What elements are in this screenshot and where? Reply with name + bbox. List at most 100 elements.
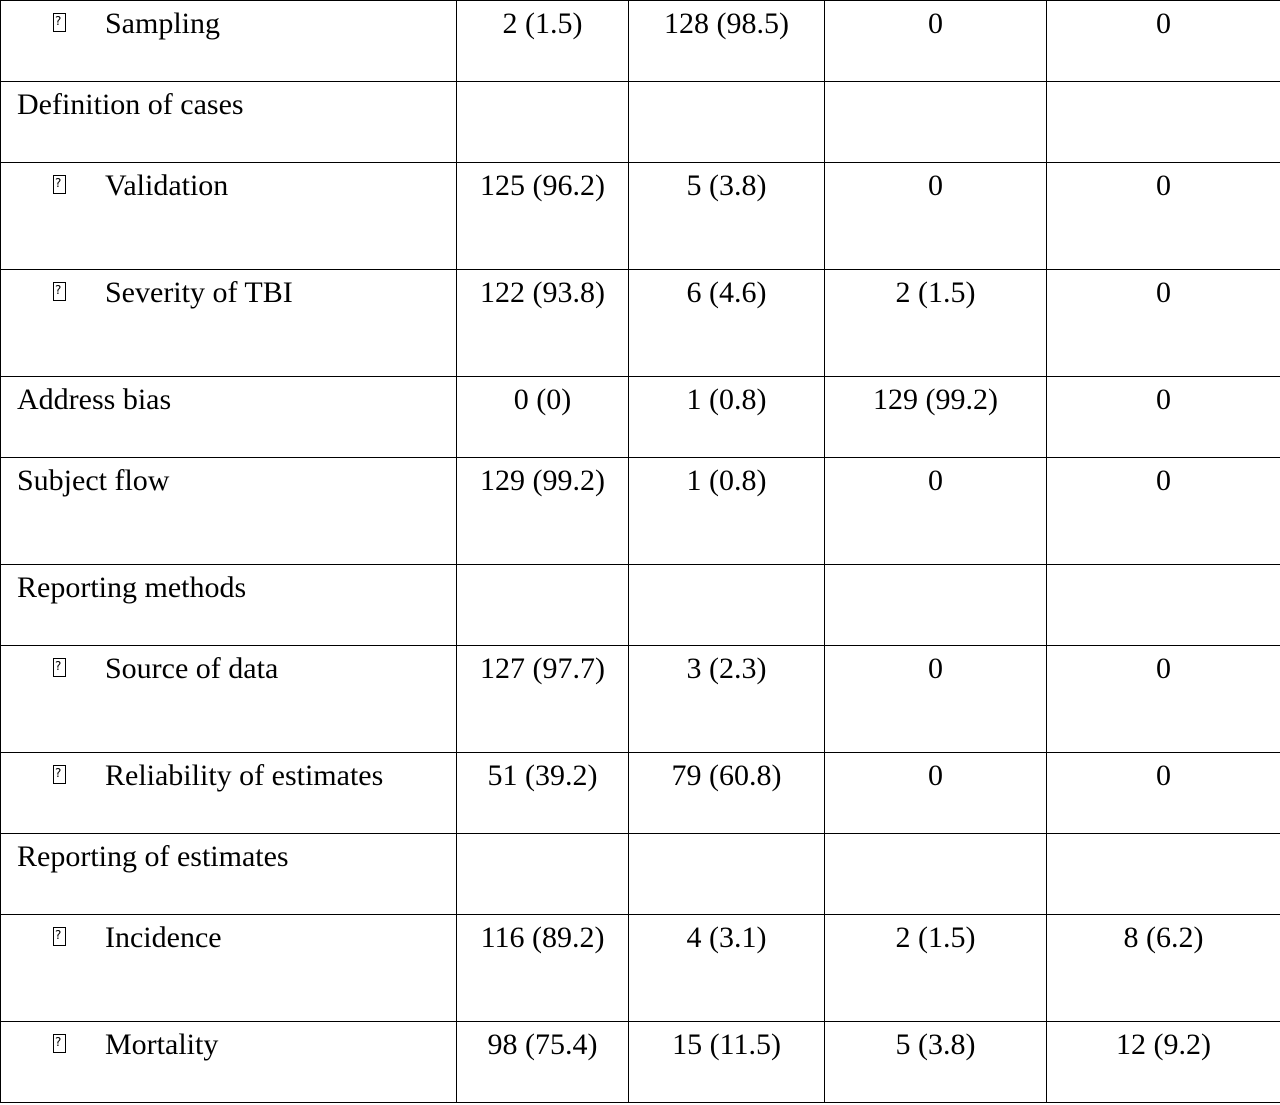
value-cell	[456, 833, 629, 915]
table-row: Severity of TBI 122 (93.8)6 (4.6)2 (1.5)0	[0, 269, 1280, 377]
value-cell: 5 (3.8)	[628, 162, 825, 270]
value-cell: 116 (89.2)	[456, 914, 629, 1022]
row-label-cell: Incidence	[0, 914, 457, 1022]
value-cell	[456, 81, 629, 163]
value-cell: 0	[824, 0, 1047, 82]
value-cell: 0	[1046, 457, 1280, 565]
value-cell: 0	[824, 752, 1047, 834]
value-cell: 8 (6.2)	[1046, 914, 1280, 1022]
value-cell: 3 (2.3)	[628, 645, 825, 753]
value-cell: 2 (1.5)	[456, 0, 629, 82]
value-cell	[1046, 833, 1280, 915]
sub-item-label: Sampling	[2, 7, 456, 41]
row-label-text: Incidence	[105, 921, 222, 954]
table-row: Incidence 116 (89.2)4 (3.1)2 (1.5)8 (6.2)	[0, 914, 1280, 1022]
missing-glyph-box-icon	[2, 1028, 106, 1062]
row-label-cell: Reporting methods	[0, 564, 457, 646]
missing-glyph-box-icon	[53, 764, 66, 784]
row-label-text: Sampling	[105, 7, 221, 40]
value-cell: 5 (3.8)	[824, 1021, 1047, 1103]
row-label-text: Source of data	[105, 652, 279, 685]
value-cell	[824, 81, 1047, 163]
missing-glyph-box-icon	[53, 12, 66, 32]
value-cell	[628, 564, 825, 646]
value-cell	[824, 564, 1047, 646]
row-label-text: Definition of cases	[17, 88, 244, 121]
value-cell	[456, 564, 629, 646]
missing-glyph-box-icon	[2, 7, 106, 41]
value-cell: 0	[824, 645, 1047, 753]
value-cell	[628, 833, 825, 915]
missing-glyph-box-icon	[2, 921, 106, 955]
row-label-text: Subject flow	[17, 464, 170, 497]
sub-item-label: Validation	[2, 169, 456, 203]
table-row: Definition of cases	[0, 81, 1280, 163]
value-cell: 79 (60.8)	[628, 752, 825, 834]
table-row: Reliability of estimates 51 (39.2)79 (60.…	[0, 752, 1280, 834]
value-cell: 0	[1046, 269, 1280, 377]
row-label-cell: Subject flow	[0, 457, 457, 565]
table-row: Reporting methods	[0, 564, 1280, 646]
row-label-text: Mortality	[105, 1028, 219, 1061]
value-cell: 2 (1.5)	[824, 914, 1047, 1022]
missing-glyph-box-icon	[2, 276, 106, 310]
value-cell: 122 (93.8)	[456, 269, 629, 377]
value-cell: 15 (11.5)	[628, 1021, 825, 1103]
row-label-cell: Validation	[0, 162, 457, 270]
value-cell: 12 (9.2)	[1046, 1021, 1280, 1103]
value-cell: 0	[824, 162, 1047, 270]
value-cell	[824, 833, 1047, 915]
value-cell: 6 (4.6)	[628, 269, 825, 377]
missing-glyph-box-icon	[53, 926, 66, 946]
row-label-cell: Mortality	[0, 1021, 457, 1103]
table-row: Subject flow 129 (99.2) 1 (0.8) 0 0	[0, 457, 1280, 565]
sub-item-label: Severity of TBI	[2, 276, 456, 310]
row-label-cell: Source of data	[0, 645, 457, 753]
row-label-cell: Address bias	[0, 376, 457, 458]
missing-glyph-box-icon	[2, 652, 106, 686]
sub-item-label: Incidence	[2, 921, 456, 955]
missing-glyph-box-icon	[53, 174, 66, 194]
row-label-cell: Definition of cases	[0, 81, 457, 163]
value-cell: 0	[1046, 645, 1280, 753]
row-label-text: Reporting of estimates	[17, 840, 289, 873]
value-cell: 128 (98.5)	[628, 0, 825, 82]
value-cell: 1 (0.8)	[628, 376, 825, 458]
table-row: Mortality 98 (75.4)15 (11.5)5 (3.8)12 (9.…	[0, 1021, 1280, 1103]
value-cell: 2 (1.5)	[824, 269, 1047, 377]
sub-item-label: Reliability of estimates	[2, 759, 456, 793]
value-cell: 129 (99.2)	[824, 376, 1047, 458]
value-cell: 1 (0.8)	[628, 457, 825, 565]
row-label-text: Severity of TBI	[105, 276, 293, 309]
value-cell: 98 (75.4)	[456, 1021, 629, 1103]
value-cell: 51 (39.2)	[456, 752, 629, 834]
value-cell: 0	[1046, 376, 1280, 458]
value-cell: 0	[1046, 162, 1280, 270]
sub-item-label: Mortality	[2, 1028, 456, 1062]
missing-glyph-box-icon	[2, 169, 106, 203]
sub-item-label: Source of data	[2, 652, 456, 686]
value-cell	[1046, 564, 1280, 646]
missing-glyph-box-icon	[2, 759, 106, 793]
value-cell	[1046, 81, 1280, 163]
missing-glyph-box-icon	[53, 1033, 66, 1053]
value-cell: 125 (96.2)	[456, 162, 629, 270]
table-row: Reporting of estimates	[0, 833, 1280, 915]
value-cell: 0	[1046, 0, 1280, 82]
row-label-cell: Reporting of estimates	[0, 833, 457, 915]
value-cell	[628, 81, 825, 163]
row-label-text: Reporting methods	[17, 571, 247, 604]
table-row: Address bias 0 (0) 1 (0.8) 129 (99.2) 0	[0, 376, 1280, 458]
row-label-cell: Reliability of estimates	[0, 752, 457, 834]
value-cell: 0	[824, 457, 1047, 565]
value-cell: 0	[1046, 752, 1280, 834]
row-label-text: Address bias	[17, 383, 172, 416]
row-label-text: Reliability of estimates	[105, 759, 384, 792]
row-label-cell: Sampling	[0, 0, 457, 82]
row-label-text: Validation	[105, 169, 229, 202]
